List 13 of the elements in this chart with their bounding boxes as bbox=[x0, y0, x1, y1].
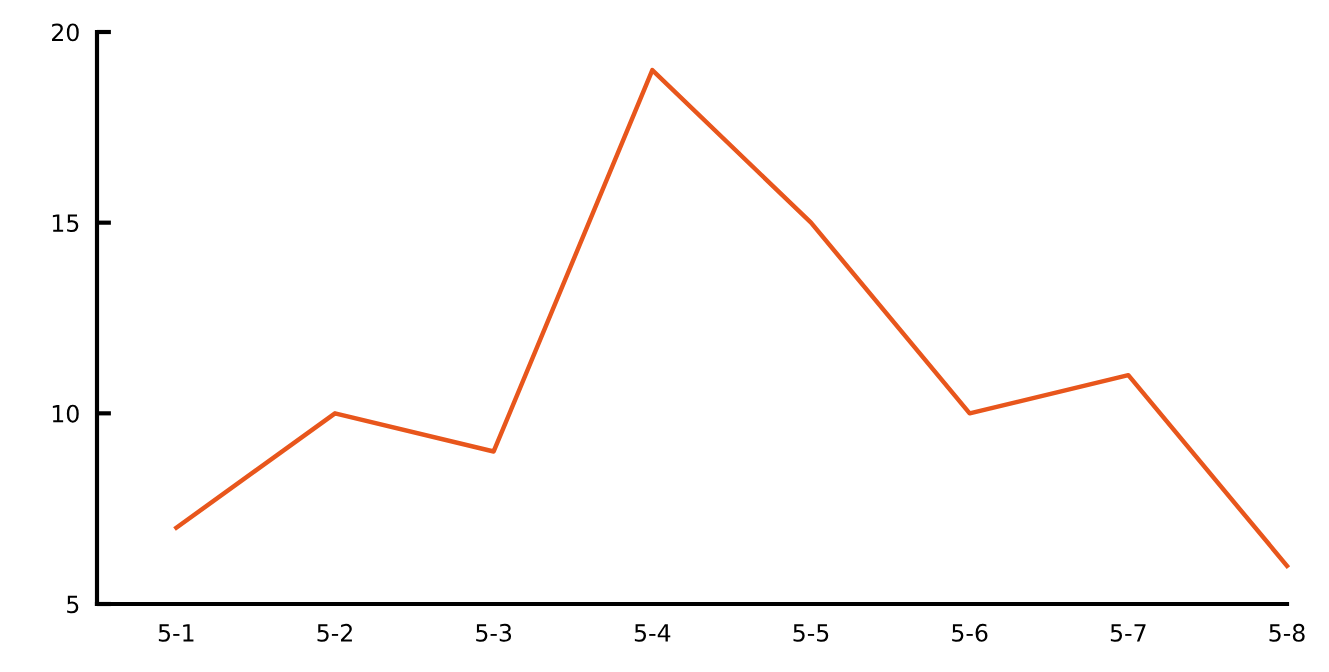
y-tick-label: 10 bbox=[52, 404, 79, 423]
x-tick-label: 5-2 bbox=[317, 623, 352, 642]
x-tick-label: 5-5 bbox=[793, 624, 829, 642]
x-tick-label: 5-3 bbox=[476, 623, 512, 642]
y-tick-label: 5 bbox=[67, 595, 79, 614]
x-tick-label: 5-7 bbox=[1110, 624, 1146, 642]
x-tick-label: 5-4 bbox=[634, 624, 671, 642]
y-tick-label: 15 bbox=[52, 214, 79, 232]
y-tick-label: 20 bbox=[52, 23, 79, 42]
x-tick-label: 5-6 bbox=[952, 623, 988, 642]
line-series bbox=[174, 67, 1290, 569]
x-tick-label: 5-8 bbox=[1269, 623, 1305, 642]
x-tick-label: 5-1 bbox=[158, 624, 194, 642]
